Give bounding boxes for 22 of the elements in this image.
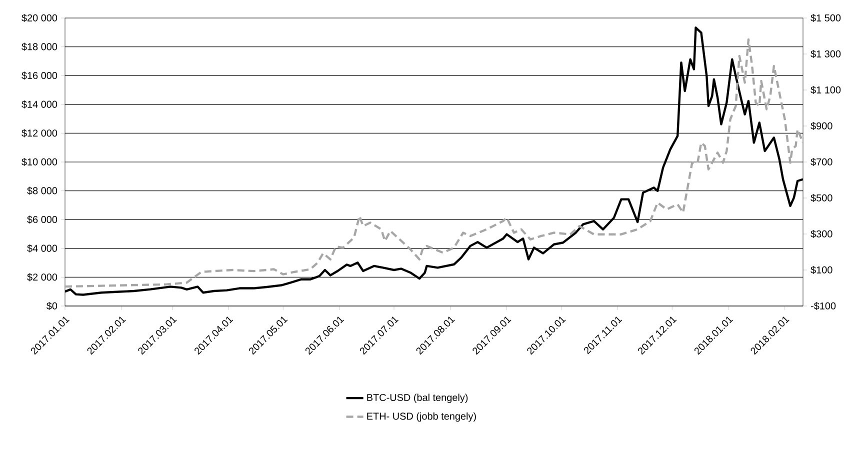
y-tick-label: $12 000 <box>22 129 58 138</box>
y-tick-label: $14 000 <box>22 100 58 108</box>
y2-tick-label: $1 500 <box>810 14 841 22</box>
y-tick-label: $4 000 <box>27 244 58 252</box>
y-tick-label: $2 000 <box>27 273 58 282</box>
legend-label: BTC-USD (bal tengely) <box>367 394 468 403</box>
y2-tick-label: $900 <box>810 122 832 130</box>
y-tick-label: $10 000 <box>22 158 58 166</box>
y-tick-label: $8 000 <box>27 186 58 195</box>
y2-tick-label: $700 <box>810 158 832 166</box>
y2-tick-label: $100 <box>810 266 832 274</box>
y-tick-label: $18 000 <box>22 42 58 51</box>
y2-tick-label: $1 300 <box>810 50 841 58</box>
y2-tick-label: $300 <box>810 230 832 238</box>
y2-tick-label: $1 100 <box>810 86 841 94</box>
y-tick-label: $0 <box>46 302 58 310</box>
y-tick-label: $6 000 <box>27 216 58 224</box>
y2-tick-label: -$100 <box>810 302 836 310</box>
y2-tick-label: $500 <box>810 194 832 202</box>
y-tick-label: $16 000 <box>22 72 58 80</box>
legend-label: ETH- USD (jobb tengely) <box>367 412 476 422</box>
y-tick-label: $20 000 <box>22 14 58 22</box>
